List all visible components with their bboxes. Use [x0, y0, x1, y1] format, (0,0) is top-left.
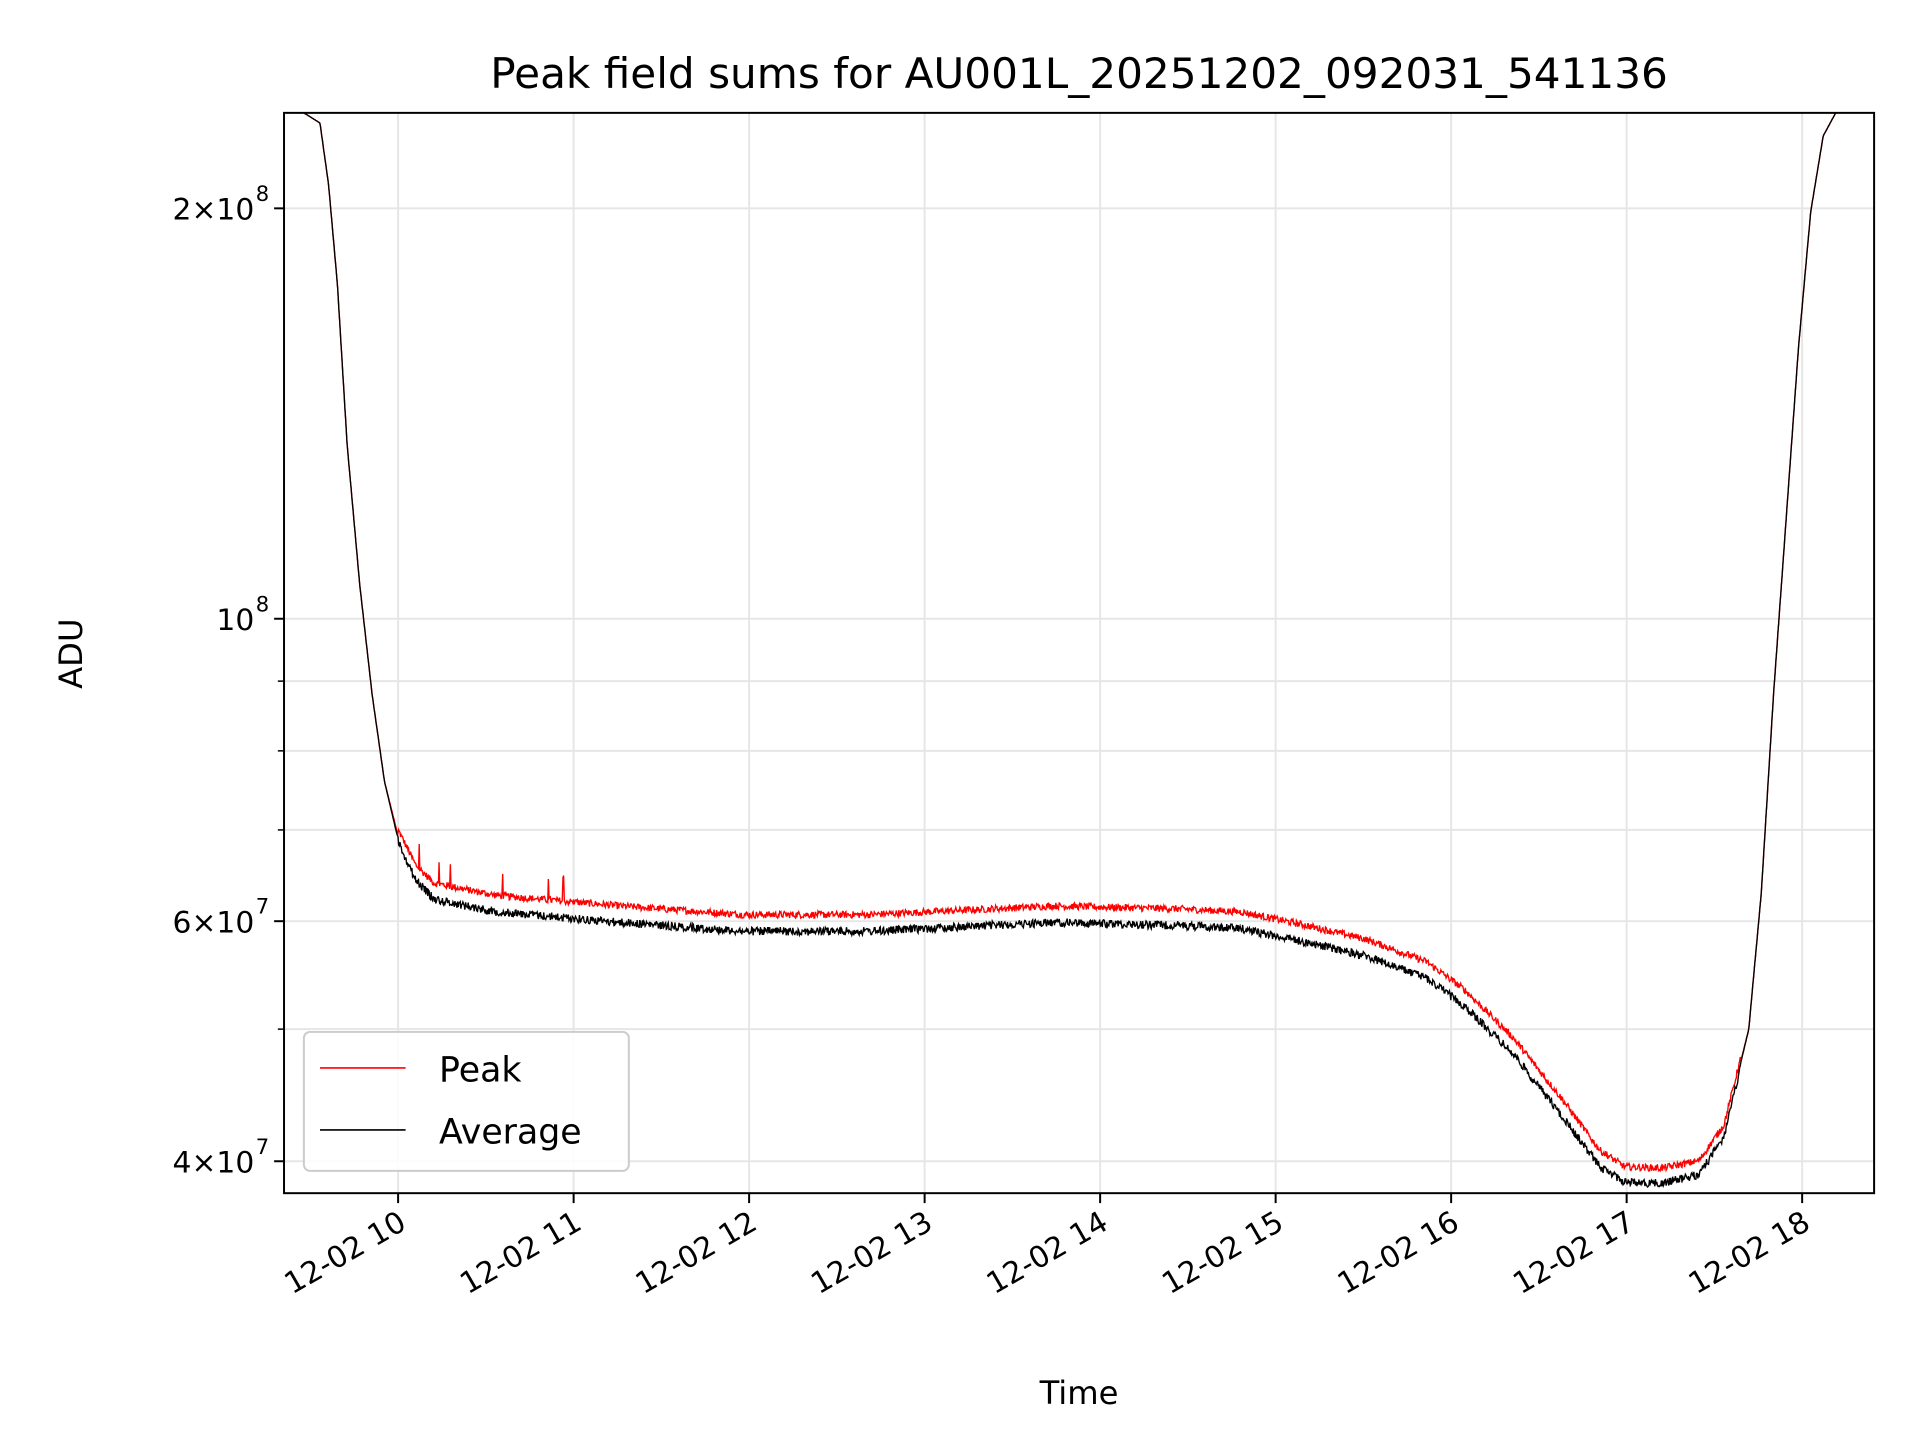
gridlines	[284, 112, 1875, 1194]
y-axis-label: ADU	[52, 618, 90, 688]
legend-peak-label: Peak	[439, 1051, 521, 1091]
y-tick-label: 2×10	[173, 193, 255, 228]
y-tick-label: 10	[216, 603, 254, 638]
y-axis: 2×10 810 86×10 74×10 7	[173, 181, 285, 1180]
plot-lines	[284, 112, 1875, 1189]
y-tick-exponent: 7	[256, 1134, 269, 1159]
legend: Peak Average	[302, 1030, 630, 1172]
x-axis-label: Time	[1039, 1374, 1119, 1412]
legend-box	[302, 1030, 630, 1172]
y-tick-label: 4×10	[173, 1145, 255, 1180]
y-tick-exponent: 8	[256, 181, 269, 206]
series-line-average	[284, 112, 1875, 1189]
legend-average-label: Average	[439, 1113, 582, 1153]
series-line-peak	[284, 112, 1875, 1173]
chart-title: Peak field sums for AU001L_20251202_0920…	[490, 49, 1668, 98]
y-tick-label: 6×10	[173, 905, 255, 940]
y-tick-exponent: 8	[256, 591, 269, 616]
plot-frame	[283, 111, 1876, 1195]
y-tick-exponent: 7	[256, 894, 269, 919]
